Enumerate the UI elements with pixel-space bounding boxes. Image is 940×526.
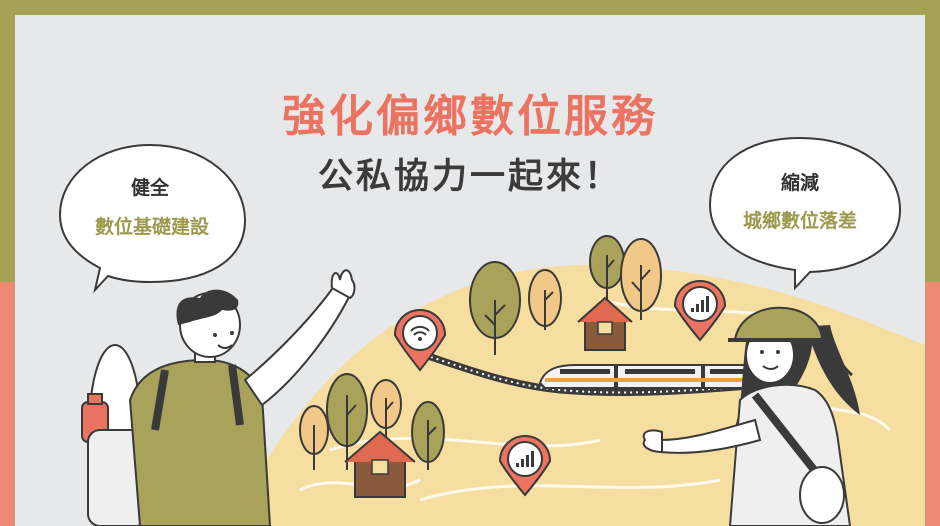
woman-character — [642, 306, 860, 526]
signal-icon — [673, 280, 727, 342]
house-icon — [344, 430, 416, 498]
tree-icon — [469, 261, 521, 355]
page-title: 強化偏鄉數位服務 — [282, 91, 658, 142]
bubble-left-line1: 健全 — [130, 177, 169, 199]
bubble-left-line2: 數位基礎建設 — [94, 216, 209, 238]
signal-icon — [498, 435, 552, 497]
bubble-right-line1: 縮減 — [780, 172, 819, 194]
house-icon — [577, 296, 633, 351]
tree-icon — [299, 405, 329, 470]
bubble-right-line2: 城鄉數位落差 — [742, 210, 857, 232]
tree-icon — [326, 373, 368, 470]
tree-icon — [370, 379, 402, 440]
speech-bubble-left — [58, 143, 247, 294]
train-icon — [538, 364, 765, 389]
tree-icon — [620, 238, 662, 320]
tree-icon — [411, 401, 445, 470]
page-subtitle: 公私協力一起來！ — [317, 157, 622, 197]
speech-bubble-right — [708, 136, 902, 291]
man-character — [81, 269, 356, 526]
tree-icon — [528, 269, 562, 330]
wifi-icon — [393, 309, 447, 372]
